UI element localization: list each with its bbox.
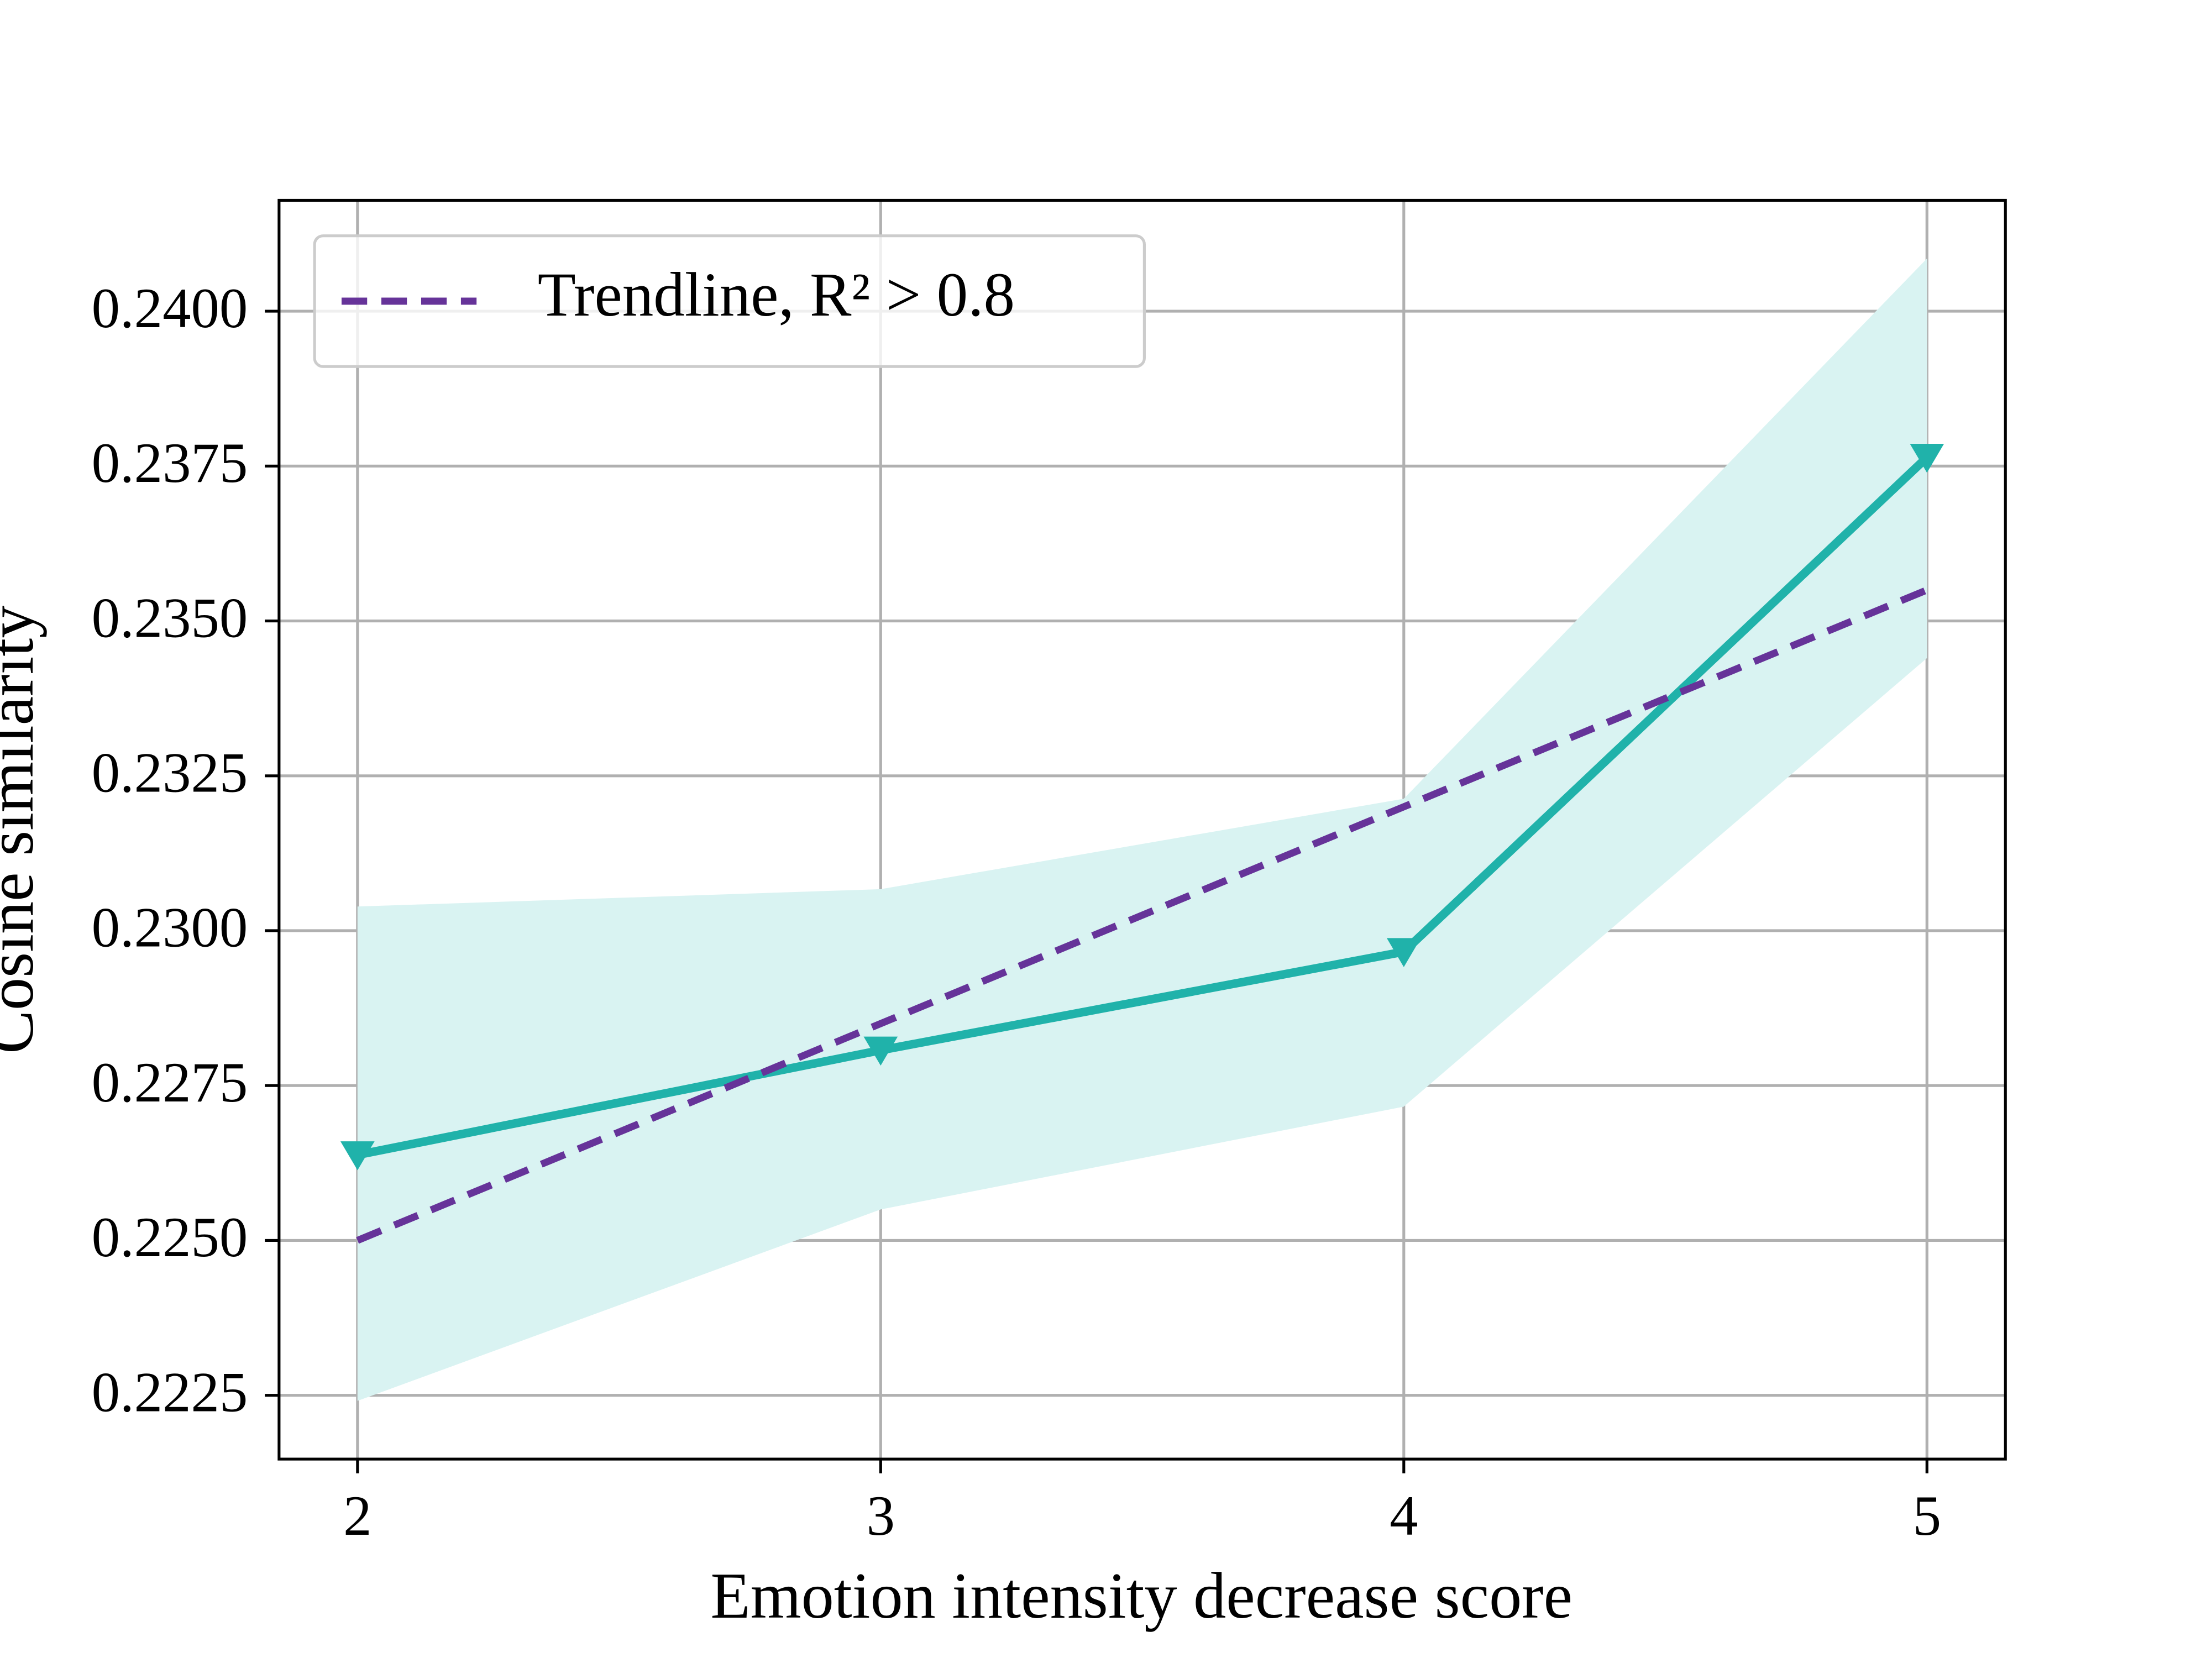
y-tick-label: 0.2275 [92,1051,248,1114]
confidence-band [357,258,1927,1401]
x-tick-label: 2 [343,1484,371,1547]
axes-frame [277,198,2007,1461]
ticks: 0.2225 0.2250 0.2275 0.2300 0.2325 0.2350 0.23… [92,277,1941,1547]
legend-box [313,234,1146,368]
x-axis-label: Emotion intensity decrease score [710,1560,1572,1632]
x-tick-label: 3 [867,1484,895,1547]
y-tick-label: 0.2225 [92,1361,248,1424]
trendline [356,586,1928,1244]
y-tick-label: 0.2250 [92,1206,248,1269]
legend: Trendline, R² > 0.8 [313,234,1146,368]
marker [1386,938,1421,967]
y-axis-label: Cosine similarity [0,606,47,1054]
marker [863,1036,898,1066]
legend-label: Trendline, R² > 0.8 [538,260,1015,329]
x-tick-label: 4 [1390,1484,1418,1547]
y-tick-label: 0.2350 [92,586,248,649]
y-tick-label: 0.2375 [92,432,248,495]
series-line [357,454,1930,1159]
y-tick-label: 0.2400 [92,277,248,340]
plot-area [340,258,1944,1401]
marker [1910,443,1944,473]
x-tick-label: 5 [1913,1484,1941,1547]
marker [340,1141,375,1171]
y-tick-label: 0.2325 [92,742,248,805]
y-tick-label: 0.2300 [92,896,248,959]
